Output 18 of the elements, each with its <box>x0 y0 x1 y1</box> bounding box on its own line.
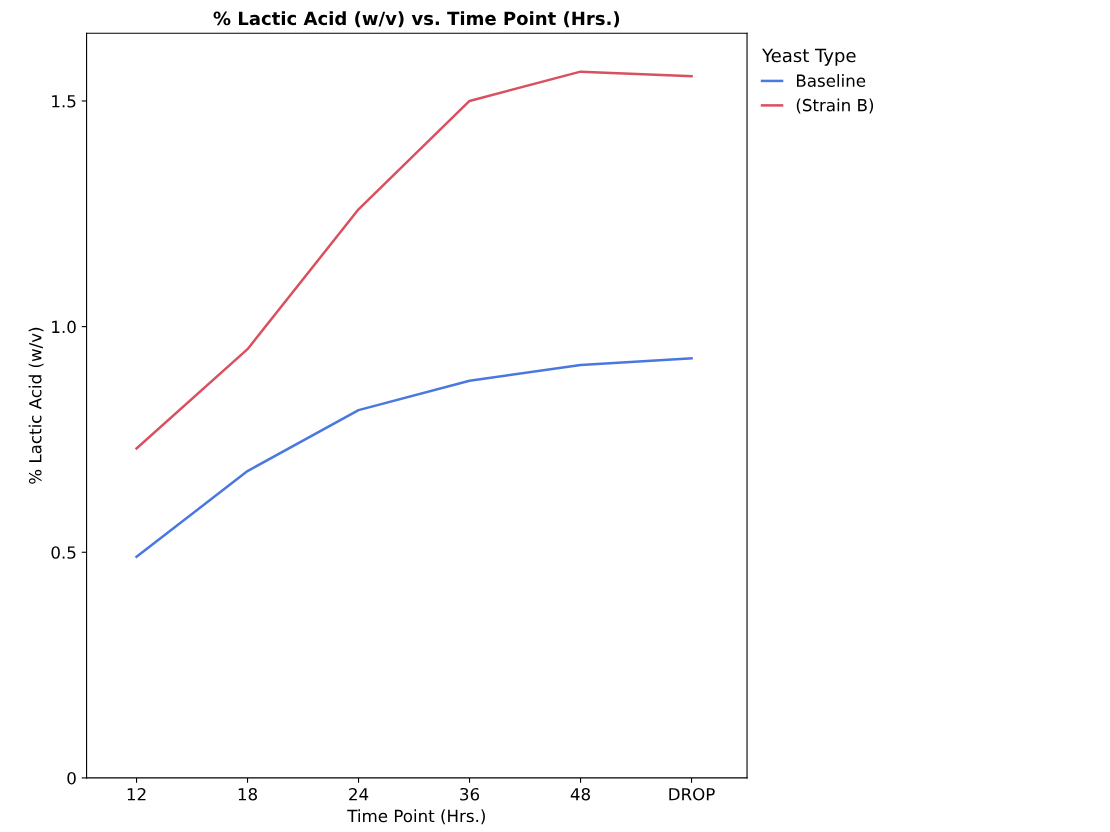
x-tick-label: 24 <box>349 787 369 801</box>
chart-title: % Lactic Acid (w/v) vs. Time Point (Hrs.) <box>213 11 620 28</box>
legend-title: Yeast Type <box>761 48 856 66</box>
x-axis-title: Time Point (Hrs.) <box>347 809 485 825</box>
x-tick-label: 12 <box>127 787 146 801</box>
y-tick-label: 1.0 <box>52 320 76 334</box>
legend-label: Baseline <box>797 74 866 87</box>
x-tick-label: 48 <box>570 787 590 801</box>
x-tick-label: 18 <box>238 787 257 801</box>
x-tick-label: 36 <box>460 787 480 801</box>
y-tick-label: 1.5 <box>52 95 76 108</box>
legend-label: (Strain B) <box>796 98 874 114</box>
line-series <box>135 356 693 559</box>
y-tick-label: 0.5 <box>51 546 76 559</box>
x-tick-label: DROP <box>669 787 715 801</box>
y-axis-title: % Lactic Acid (w/v) <box>28 327 44 484</box>
line-series <box>135 70 693 450</box>
y-tick-label: 0 <box>67 771 76 785</box>
